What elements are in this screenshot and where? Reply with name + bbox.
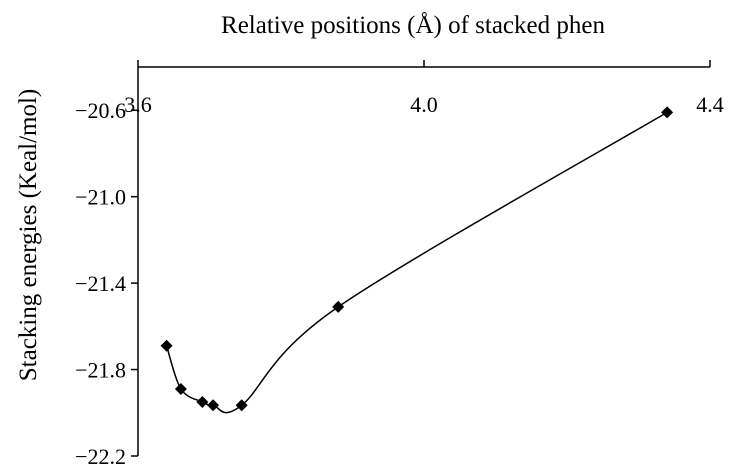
chart-title: Relative positions (Å) of stacked phen <box>221 12 605 39</box>
data-point <box>196 395 209 408</box>
y-tick-label: −21.4 <box>75 271 126 296</box>
x-tick-label: 4.0 <box>410 92 438 117</box>
y-axis-label: Stacking energies (Keal/mol) <box>15 89 42 382</box>
data-point <box>174 383 187 396</box>
y-tick-label: −22.2 <box>75 444 126 467</box>
data-points <box>160 106 674 412</box>
y-tick-label: −21.8 <box>75 358 126 383</box>
x-tick-label: 4.4 <box>696 92 724 117</box>
data-point <box>207 399 220 412</box>
data-point <box>332 300 345 313</box>
data-point <box>235 399 248 412</box>
x-tick-label: 3.6 <box>124 92 152 117</box>
tick-labels: 3.6 4.0 4.4 −20.6 −21.0 −21.4 −21.8 −22.2 <box>75 92 724 469</box>
series-line <box>165 111 668 414</box>
y-tick-label: −20.6 <box>75 98 126 123</box>
y-tick-label: −21.0 <box>75 185 126 210</box>
data-point <box>160 339 173 352</box>
data-point <box>661 106 674 119</box>
axes <box>131 60 711 457</box>
